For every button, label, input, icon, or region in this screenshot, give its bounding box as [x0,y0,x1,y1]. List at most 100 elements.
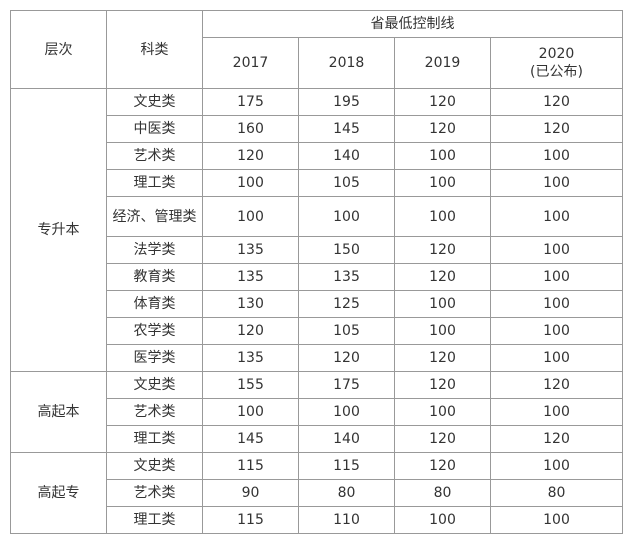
value-cell: 120 [298,344,395,372]
header-row: 层次 科类 省最低控制线 [10,10,623,89]
value-cell: 100 [490,290,623,318]
value-cell: 145 [202,425,299,453]
value-cell: 105 [298,169,395,197]
level-cell: 高起专 [10,452,107,534]
header-cell: 省最低控制线 [202,10,623,38]
value-cell: 120 [490,371,623,399]
score-table: 层次 科类 省最低控制线 2017 2018 2019 2020 (已公布) 专升… [10,10,623,534]
value-cell: 120 [394,236,491,264]
value-cell: 100 [490,169,623,197]
data-row: 理工类 145 140 120 120 [11,425,623,453]
value-cell: 100 [490,263,623,291]
category-cell: 农学类 [106,317,203,345]
value-cell: 110 [298,506,395,534]
category-cell: 中医类 [106,115,203,143]
value-cell: 150 [298,236,395,264]
value-cell: 100 [394,506,491,534]
data-row: 专升本 文史类 175 195 120 120 [10,88,623,372]
category-cell: 经济、管理类 [106,196,203,237]
level-cell: 高起本 [10,371,107,453]
category-cell: 教育类 [106,263,203,291]
value-cell: 100 [490,452,623,480]
header-cell: 层次 [10,10,107,89]
value-cell: 120 [202,317,299,345]
year-cell: 2020 (已公布) [490,37,623,89]
value-cell: 100 [298,398,395,426]
value-cell: 135 [202,344,299,372]
value-cell: 120 [490,115,623,143]
value-cell: 120 [394,425,491,453]
value-cell: 100 [394,169,491,197]
category-cell: 理工类 [106,506,203,534]
value-cell: 100 [298,196,395,237]
value-cell: 120 [490,88,623,116]
value-cell: 115 [298,452,395,480]
value-cell: 100 [202,196,299,237]
value-cell: 120 [394,263,491,291]
data-row: 高起专 文史类 115 115 120 100 [10,452,623,534]
data-row: 理工类 115 110 100 100 [11,506,623,534]
category-cell: 法学类 [106,236,203,264]
data-row: 理工类 100 105 100 100 [11,169,623,197]
value-cell: 105 [298,317,395,345]
value-cell: 175 [202,88,299,116]
data-row: 艺术类 100 100 100 100 [11,398,623,426]
value-cell: 175 [298,371,395,399]
value-cell: 125 [298,290,395,318]
value-cell: 135 [298,263,395,291]
value-cell: 120 [394,115,491,143]
value-cell: 100 [490,236,623,264]
year-cell: 2019 [394,37,491,89]
value-cell: 100 [394,290,491,318]
category-cell: 文史类 [106,371,203,399]
data-row: 艺术类 90 80 80 80 [11,479,623,507]
value-cell: 100 [202,169,299,197]
level-cell: 专升本 [10,88,107,372]
category-cell: 艺术类 [106,479,203,507]
value-cell: 100 [490,317,623,345]
value-cell: 120 [490,425,623,453]
value-cell: 145 [298,115,395,143]
value-cell: 100 [394,398,491,426]
value-cell: 155 [202,371,299,399]
value-cell: 100 [490,196,623,237]
category-cell: 文史类 [106,452,203,480]
value-cell: 120 [394,344,491,372]
value-cell: 90 [202,479,299,507]
category-cell: 体育类 [106,290,203,318]
table-body: 层次 科类 省最低控制线 2017 2018 2019 2020 (已公布) 专升… [10,10,623,534]
value-cell: 195 [298,88,395,116]
year-cell: 2018 [298,37,395,89]
header-row: 2017 2018 2019 2020 (已公布) [11,37,623,89]
data-row: 医学类 135 120 120 100 [11,344,623,372]
value-cell: 135 [202,263,299,291]
value-cell: 140 [298,142,395,170]
value-cell: 120 [202,142,299,170]
value-cell: 100 [202,398,299,426]
category-cell: 艺术类 [106,142,203,170]
data-row: 经济、管理类 100 100 100 100 [11,196,623,237]
value-cell: 100 [394,196,491,237]
value-cell: 100 [490,142,623,170]
value-cell: 120 [394,371,491,399]
data-row: 法学类 135 150 120 100 [11,236,623,264]
value-cell: 130 [202,290,299,318]
value-cell: 100 [490,506,623,534]
value-cell: 80 [394,479,491,507]
year: 2020 [538,46,575,62]
value-cell: 160 [202,115,299,143]
value-cell: 120 [394,452,491,480]
category-cell: 理工类 [106,169,203,197]
value-cell: 115 [202,506,299,534]
category-cell: 理工类 [106,425,203,453]
value-cell: 80 [490,479,623,507]
data-row: 教育类 135 135 120 100 [11,263,623,291]
value-cell: 120 [394,88,491,116]
value-cell: 135 [202,236,299,264]
category-cell: 艺术类 [106,398,203,426]
year-cell: 2017 [202,37,299,89]
value-cell: 100 [490,344,623,372]
value-cell: 80 [298,479,395,507]
year-note: (已公布) [530,64,583,80]
